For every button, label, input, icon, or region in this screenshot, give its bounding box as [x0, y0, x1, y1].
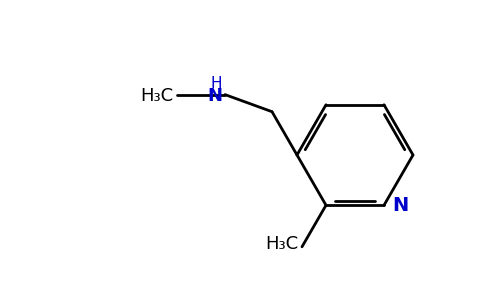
Text: H₃C: H₃C	[140, 87, 173, 105]
Text: H₃C: H₃C	[265, 235, 298, 253]
Text: H: H	[211, 76, 222, 91]
Text: N: N	[207, 87, 222, 105]
Text: N: N	[392, 196, 408, 215]
